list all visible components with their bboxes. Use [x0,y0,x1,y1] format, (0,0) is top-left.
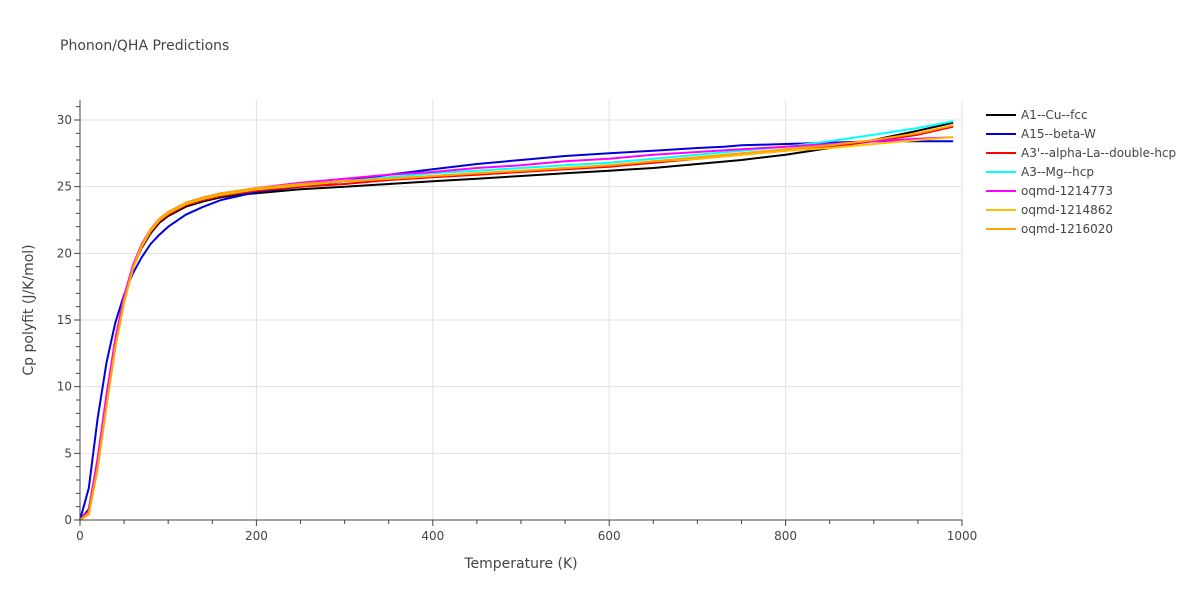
grid [80,100,963,520]
y-tick-label: 10 [57,380,72,394]
legend[interactable]: A1--Cu--fcc A15--beta-W A3'--alpha-La--dou… [986,108,1176,236]
y-tick-label: 15 [57,313,72,327]
x-tick-label: 600 [598,529,621,543]
series-line-6 [79,124,954,521]
legend-label: A3'--alpha-La--double-hcp [1021,146,1176,160]
series-line-2 [79,125,954,521]
x-tick-label: 800 [774,529,797,543]
legend-label: A3--Mg--hcp [1021,165,1094,179]
x-axis-title: Temperature (K) [463,556,577,572]
legend-label: A15--beta-W [1021,127,1096,141]
x-tick-label: 0 [76,529,84,543]
legend-item[interactable]: oqmd-1214862 [986,203,1113,217]
x-tick-label: 1000 [947,529,978,543]
legend-label: A1--Cu--fcc [1021,108,1088,122]
series-line-3 [79,120,954,521]
y-tick-label: 5 [64,446,72,460]
plot-area [79,120,954,521]
legend-item[interactable]: oqmd-1214773 [986,184,1113,198]
y-tick-label: 20 [57,246,72,260]
y-tick-label: 30 [57,113,72,127]
y-tick-label: 25 [57,180,72,194]
axes: 0 200 400 600 800 1000 0 5 10 15 20 25 30 [57,100,978,543]
legend-item[interactable]: oqmd-1216020 [986,222,1113,236]
legend-item[interactable]: A1--Cu--fcc [986,108,1088,122]
legend-label: oqmd-1214773 [1021,184,1113,198]
x-tick-label: 200 [245,529,268,543]
x-tick-label: 400 [421,529,444,543]
series-line-0 [79,121,954,521]
legend-item[interactable]: A15--beta-W [986,127,1096,141]
y-tick-label: 0 [64,513,72,527]
y-axis-title: Cp polyfit (J/K/mol) [21,244,37,375]
legend-label: oqmd-1214862 [1021,203,1113,217]
legend-item[interactable]: A3--Mg--hcp [986,165,1094,179]
chart-title: Phonon/QHA Predictions [60,38,229,54]
legend-item[interactable]: A3'--alpha-La--double-hcp [986,146,1176,160]
legend-label: oqmd-1216020 [1021,222,1113,236]
